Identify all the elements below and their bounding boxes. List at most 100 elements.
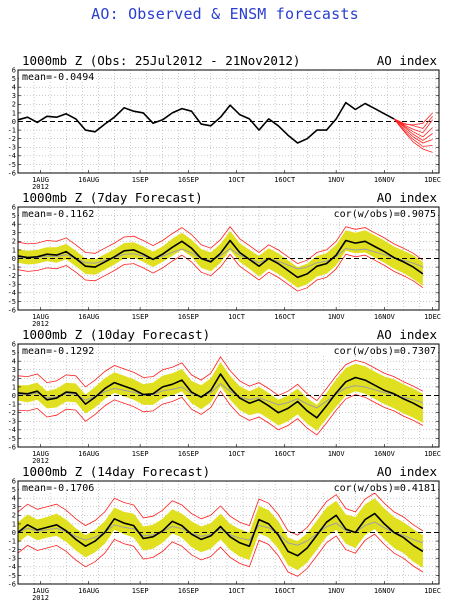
y-tick-label: -5 [8, 435, 16, 443]
x-tick-label: 16SEP [178, 313, 199, 321]
x-tick-label: 1AUG [32, 587, 49, 595]
y-tick-label: 5 [12, 212, 16, 220]
mean-label: mean=-0.1162 [22, 209, 94, 220]
observed-ao-line [17, 373, 424, 419]
x-tick-label: 1DEC [424, 313, 441, 321]
y-tick-label: -4 [8, 426, 16, 434]
y-tick-label: 5 [12, 349, 16, 357]
y-tick-label: 6 [12, 66, 16, 74]
ensemble-min-line [17, 533, 424, 577]
x-tick-label: 16AUG [78, 450, 99, 458]
panel-title: 1000mb Z (7day Forecast) [22, 190, 203, 205]
y-tick-label: -5 [8, 572, 16, 580]
x-tick-label: 1NOV [328, 587, 346, 595]
y-tick-label: 6 [12, 340, 16, 348]
y-tick-label: -5 [8, 161, 16, 169]
panel-title: 1000mb Z (Obs: 25Jul2012 - 21Nov2012) [22, 53, 300, 68]
ensemble-min-line [17, 253, 424, 292]
y-tick-label: 3 [12, 92, 16, 100]
mean-label: mean=-0.1292 [22, 346, 94, 357]
x-tick-label: 1AUG [32, 313, 49, 321]
ensemble-max-line [17, 492, 424, 536]
panel-index-label: AO index [377, 190, 438, 205]
y-tick-label: 6 [12, 477, 16, 485]
x-tick-label: 1OCT [228, 313, 246, 321]
y-tick-label: 6 [12, 203, 16, 211]
x-tick-label: 16AUG [78, 313, 99, 321]
x-tick-label: 16OCT [274, 176, 296, 184]
y-tick-label: -1 [8, 400, 16, 408]
y-tick-label: -3 [8, 144, 16, 152]
y-tick-label: 3 [12, 229, 16, 237]
y-tick-label: 3 [12, 366, 16, 374]
chart-title: AO: Observed & ENSM forecasts [91, 5, 359, 23]
x-tick-label: 16NOV [374, 587, 396, 595]
y-tick-label: 1 [12, 246, 16, 254]
y-tick-label: -4 [8, 152, 16, 160]
x-tick-label: 16SEP [178, 587, 199, 595]
ao-panel-1: 1000mb Z (Obs: 25Jul2012 - 21Nov2012) AO … [8, 53, 441, 191]
y-tick-label: -6 [8, 580, 16, 588]
correlation-label-bg [321, 208, 438, 219]
ao-panel-4: 1000mb Z (14day Forecast) AO index 6543210… [8, 464, 441, 600]
x-tick-label: 1DEC [424, 176, 441, 184]
y-tick-label: -4 [8, 563, 16, 571]
x-tick-label: 1NOV [328, 450, 346, 458]
y-tick-label: 2 [12, 238, 16, 246]
x-year-label: 2012 [32, 594, 49, 600]
x-year-label: 2012 [32, 320, 49, 328]
correlation-label: cor(w/obs)=0.9075 [334, 209, 436, 220]
panel-title: 1000mb Z (14day Forecast) [22, 464, 210, 479]
observed-ao-line [17, 101, 395, 144]
correlation-label: cor(w/obs)=0.7307 [334, 346, 436, 357]
x-tick-label: 16NOV [374, 176, 396, 184]
x-tick-label: 1NOV [328, 176, 346, 184]
x-tick-label: 16OCT [274, 450, 296, 458]
y-tick-label: -3 [8, 555, 16, 563]
x-year-label: 2012 [32, 457, 49, 465]
observed-ao-line [17, 512, 424, 557]
ensemble-member-line [393, 112, 433, 126]
y-tick-label: 0 [12, 118, 16, 126]
x-tick-label: 1NOV [328, 313, 346, 321]
y-tick-label: -5 [8, 298, 16, 306]
y-tick-label: 4 [12, 358, 16, 366]
ensemble-min-line [17, 390, 424, 436]
x-tick-label: 16OCT [274, 587, 296, 595]
x-tick-label: 16SEP [178, 450, 199, 458]
ensemble-member-line [393, 118, 433, 144]
x-tick-label: 16OCT [274, 313, 296, 321]
x-tick-label: 1DEC [424, 450, 441, 458]
x-tick-label: 1SEP [132, 313, 149, 321]
y-tick-label: -2 [8, 546, 16, 554]
x-tick-label: 1OCT [228, 450, 246, 458]
y-tick-label: 2 [12, 101, 16, 109]
x-tick-label: 1DEC [424, 587, 441, 595]
panel-index-label: AO index [377, 53, 438, 68]
y-tick-label: -2 [8, 135, 16, 143]
panel-title: 1000mb Z (10day Forecast) [22, 327, 210, 342]
ensemble-member-line [393, 118, 433, 141]
y-tick-label: -3 [8, 281, 16, 289]
x-tick-label: 1AUG [32, 176, 49, 184]
x-tick-label: 16AUG [78, 176, 99, 184]
panel-index-label: AO index [377, 464, 438, 479]
ensemble-member-line [393, 118, 433, 134]
y-tick-label: -6 [8, 169, 16, 177]
mean-label: mean=-0.1706 [22, 483, 94, 494]
y-tick-label: 2 [12, 512, 16, 520]
y-tick-label: 1 [12, 109, 16, 117]
x-tick-label: 1AUG [32, 450, 49, 458]
x-tick-label: 1SEP [132, 450, 149, 458]
correlation-label-bg [321, 345, 438, 356]
y-tick-label: 3 [12, 503, 16, 511]
y-tick-label: 1 [12, 520, 16, 528]
x-tick-label: 1OCT [228, 587, 246, 595]
y-tick-label: 1 [12, 383, 16, 391]
ensemble-spread [18, 498, 423, 571]
ensemble-mean-line [17, 383, 424, 409]
y-tick-label: 5 [12, 75, 16, 83]
y-tick-label: 0 [12, 529, 16, 537]
y-tick-label: -4 [8, 289, 16, 297]
